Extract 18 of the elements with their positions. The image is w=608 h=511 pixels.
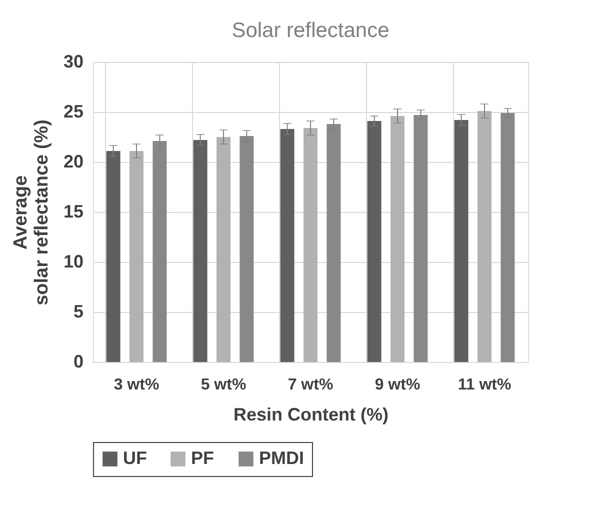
y-tick-label: 20 xyxy=(63,152,84,172)
y-tick-label: 5 xyxy=(73,302,84,322)
x-tick-label: 3 wt% xyxy=(114,376,160,394)
x-tick-label: 5 wt% xyxy=(200,376,246,394)
x-tick-label: 9 wt% xyxy=(374,376,420,394)
x-tick-label: 11 wt% xyxy=(458,376,512,394)
chart-title: Solar reflectance xyxy=(232,19,390,42)
x-tick-label: 7 wt% xyxy=(288,376,334,394)
y-tick-label: 15 xyxy=(63,202,84,222)
y-tick-label: 10 xyxy=(63,252,84,272)
legend-label: PMDI xyxy=(259,448,304,468)
y-tick-label: 30 xyxy=(63,52,84,72)
y-axis-title: Average solar reflectance (%) xyxy=(10,120,52,306)
legend-label: PF xyxy=(191,448,214,468)
x-axis-title: Resin Content (%) xyxy=(234,404,388,424)
y-tick-label: 0 xyxy=(73,352,84,372)
y-tick-label: 25 xyxy=(63,102,84,122)
legend-label: UF xyxy=(123,448,147,468)
